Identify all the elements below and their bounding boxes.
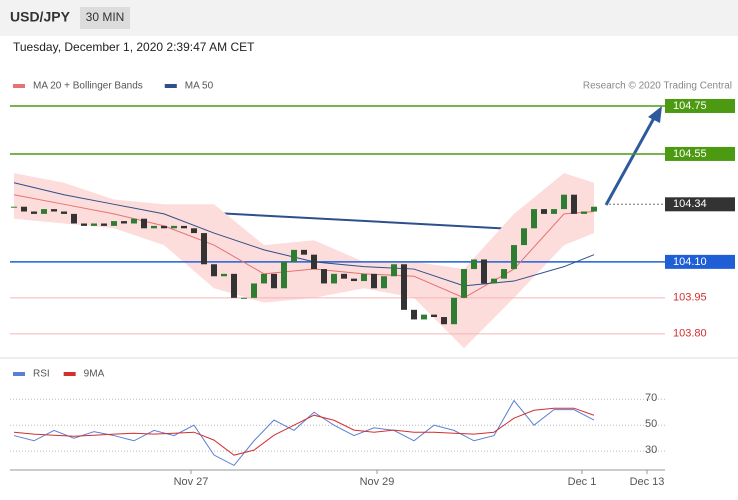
x-tick-label: Nov 27 [174,476,209,488]
candle [301,249,307,255]
level-label-box [665,146,735,161]
candle [141,218,147,229]
legend-swatch [164,84,177,88]
candle [571,194,577,214]
rsi-line [13,399,595,467]
candle [451,297,457,325]
legend-swatch [13,372,25,376]
candle [331,273,337,284]
symbol: USD/JPY [10,9,71,25]
level-label: 104.55 [673,148,707,160]
candle [541,209,547,214]
candle [501,269,507,279]
credit: Research © 2020 Trading Central [583,81,732,92]
candle [591,206,597,212]
candle [201,233,207,265]
candle [341,273,347,279]
candle [421,314,427,320]
forecast-arrow [604,117,656,206]
candle [441,317,447,325]
candle [411,309,417,320]
candle [251,283,257,298]
arrow-head [648,106,662,123]
candle [241,297,247,299]
candle [211,264,217,277]
rsi-line [13,407,595,456]
candle [151,225,157,229]
level-label: 104.10 [673,256,707,268]
candle [31,211,37,214]
candle [131,218,137,224]
candle [511,245,517,270]
legend-label: 9MA [84,369,105,380]
candle [231,273,237,298]
y-tick-label: 70 [645,392,657,404]
level-label: 103.95 [673,292,707,304]
candle [221,273,227,277]
legend-label: MA 50 [185,81,214,92]
candle [181,225,187,229]
candle [91,223,97,226]
candle [261,273,267,284]
candle [291,249,297,262]
legend-label: MA 20 + Bollinger Bands [33,81,143,92]
candle [581,211,587,214]
candle [71,213,77,224]
candle [431,314,437,318]
bollinger-band [14,173,594,349]
candle [471,259,477,270]
candle [281,261,287,289]
level-label-box [665,197,735,212]
candle [371,273,377,289]
candle [171,225,177,229]
candle [351,278,357,282]
legend-swatch [63,372,76,376]
interval: 30 MIN [86,10,125,24]
candle [401,264,407,310]
candle [161,225,167,229]
candle [41,209,47,214]
level-label: 104.34 [673,198,707,210]
candle [51,209,57,212]
level-label: 103.80 [673,328,707,340]
candle [561,194,567,210]
candle [21,206,27,212]
candle [191,228,197,234]
candle [551,209,557,214]
candle [101,223,107,226]
x-tick-label: Dec 13 [630,476,665,488]
candle [521,228,527,246]
candle [461,269,467,298]
candle [271,273,277,289]
candle [481,259,487,284]
candle [491,278,497,284]
level-label-box [665,98,735,113]
candle [531,209,537,229]
timestamp: Tuesday, December 1, 2020 2:39:47 AM CET [13,40,255,54]
candle [311,254,317,270]
level-label: 104.75 [673,100,707,112]
candle [81,223,87,226]
candle [391,264,397,277]
level-label-box [665,254,735,269]
candle [111,221,117,226]
legend-swatch [13,84,25,88]
interval-box [80,7,130,29]
candle [361,273,367,282]
x-tick-label: Nov 29 [360,476,395,488]
candle [381,276,387,289]
y-tick-label: 30 [645,444,657,456]
candle [61,211,67,214]
candle [121,221,127,224]
legend-label: RSI [33,369,50,380]
y-tick-label: 50 [645,418,657,430]
candle [321,269,327,284]
x-tick-label: Dec 1 [568,476,597,488]
candle [11,206,17,208]
